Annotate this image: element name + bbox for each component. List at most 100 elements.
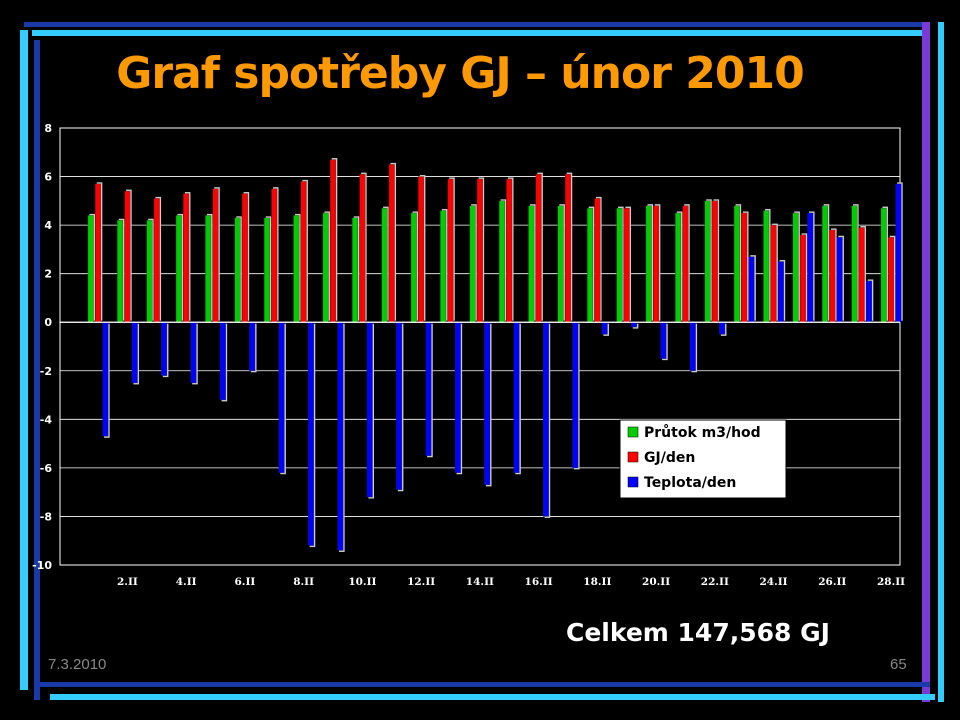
temperature-bar [777, 261, 784, 323]
temperature-bar [895, 183, 902, 323]
y-tick-label: -2 [40, 365, 52, 378]
temperature-bar [572, 322, 579, 469]
temperature-bar [807, 212, 814, 323]
temperature-bar [542, 322, 549, 517]
deco-left-bar [20, 30, 28, 690]
gj-bar [95, 183, 101, 323]
legend-label: Teplota/den [644, 475, 736, 491]
gj-bar [359, 173, 366, 323]
flow-bar [528, 205, 535, 323]
temperature-bar [631, 322, 637, 328]
flow-bar [645, 205, 652, 323]
gj-bar [330, 159, 336, 323]
temperature-bar [513, 322, 520, 473]
temperature-bar [660, 322, 667, 359]
x-tick-label: 4.II [176, 576, 197, 588]
temperature-bar [484, 322, 491, 486]
flow-bar [146, 220, 153, 323]
flow-bar [263, 217, 270, 323]
deco-bottom-bar [40, 682, 930, 687]
gj-bar [300, 181, 307, 323]
temperature-bar [219, 322, 226, 401]
y-tick-label: -10 [32, 559, 52, 572]
flow-bar [205, 215, 212, 323]
flow-bar [587, 207, 593, 323]
x-tick-label: 20.II [642, 576, 670, 588]
deco-bottom-bar-light [50, 694, 935, 700]
temperature-bar [366, 322, 373, 498]
temperature-bar [866, 280, 872, 323]
gj-bar [212, 188, 219, 323]
flow-bar [733, 205, 740, 323]
flow-bar [175, 215, 182, 323]
flow-bar [293, 215, 300, 323]
x-tick-label: 26.II [818, 576, 846, 588]
gj-bar [594, 198, 601, 323]
gj-bar [183, 193, 190, 323]
temperature-bar [102, 322, 109, 437]
y-tick-label: -6 [40, 462, 53, 475]
deco-top-bar-light [32, 30, 922, 36]
slide-date: 7.3.2010 [48, 656, 107, 673]
x-tick-label: 22.II [701, 576, 729, 588]
deco-right-bar-light [938, 22, 944, 702]
gj-bar [888, 237, 894, 323]
x-tick-label: 24.II [760, 576, 788, 588]
gj-bar [829, 229, 836, 323]
temperature-bar [454, 322, 461, 473]
temperature-bar [425, 322, 432, 456]
flow-bar [469, 205, 476, 323]
x-tick-label: 28.II [877, 576, 905, 588]
flow-bar [616, 207, 623, 323]
flow-bar [234, 217, 241, 323]
flow-bar [440, 210, 447, 323]
legend-swatch [627, 451, 639, 463]
legend-label: GJ/den [644, 450, 695, 466]
flow-bar [763, 210, 770, 323]
gj-bar [124, 190, 131, 323]
gj-bar [682, 205, 689, 323]
gj-bar [711, 200, 718, 323]
temperature-bar [396, 322, 403, 490]
x-tick-label: 10.II [348, 576, 376, 588]
temperature-bar [748, 256, 755, 323]
gj-bar [418, 176, 425, 323]
flow-bar [792, 212, 799, 323]
temperature-bar [719, 322, 726, 335]
temperature-bar [278, 322, 285, 473]
gj-bar [241, 193, 248, 323]
flow-bar [87, 215, 94, 323]
flow-bar [880, 207, 887, 323]
gj-bar [153, 198, 160, 323]
flow-bar [851, 205, 858, 323]
gj-bar [565, 173, 571, 323]
x-tick-label: 12.II [407, 576, 435, 588]
flow-bar [352, 217, 358, 323]
deco-right-bar [922, 22, 930, 702]
flow-bar [704, 200, 711, 323]
y-tick-label: 4 [44, 219, 52, 232]
deco-left-bar-dark [34, 40, 40, 700]
flow-bar [322, 212, 329, 323]
temperature-bar [308, 322, 314, 546]
gj-bar [271, 188, 278, 323]
x-tick-label: 14.II [466, 576, 494, 588]
legend-label: Průtok m3/hod [644, 424, 761, 441]
temperature-bar [337, 322, 344, 551]
legend-swatch [627, 426, 639, 438]
deco-top-bar [24, 22, 924, 27]
gj-bar [623, 207, 630, 323]
flow-bar [117, 220, 124, 323]
gj-bar [799, 234, 806, 323]
temperature-bar [836, 237, 843, 323]
y-tick-label: -8 [40, 510, 52, 523]
y-tick-label: 2 [44, 268, 52, 281]
slide-title: Graf spotřeby GJ – únor 2010 [116, 48, 804, 99]
temperature-bar [131, 322, 138, 384]
temperature-bar [161, 322, 168, 376]
legend-swatch [627, 476, 639, 488]
temperature-bar [249, 322, 256, 371]
y-tick-label: -4 [40, 413, 53, 426]
gj-bar [741, 212, 748, 323]
